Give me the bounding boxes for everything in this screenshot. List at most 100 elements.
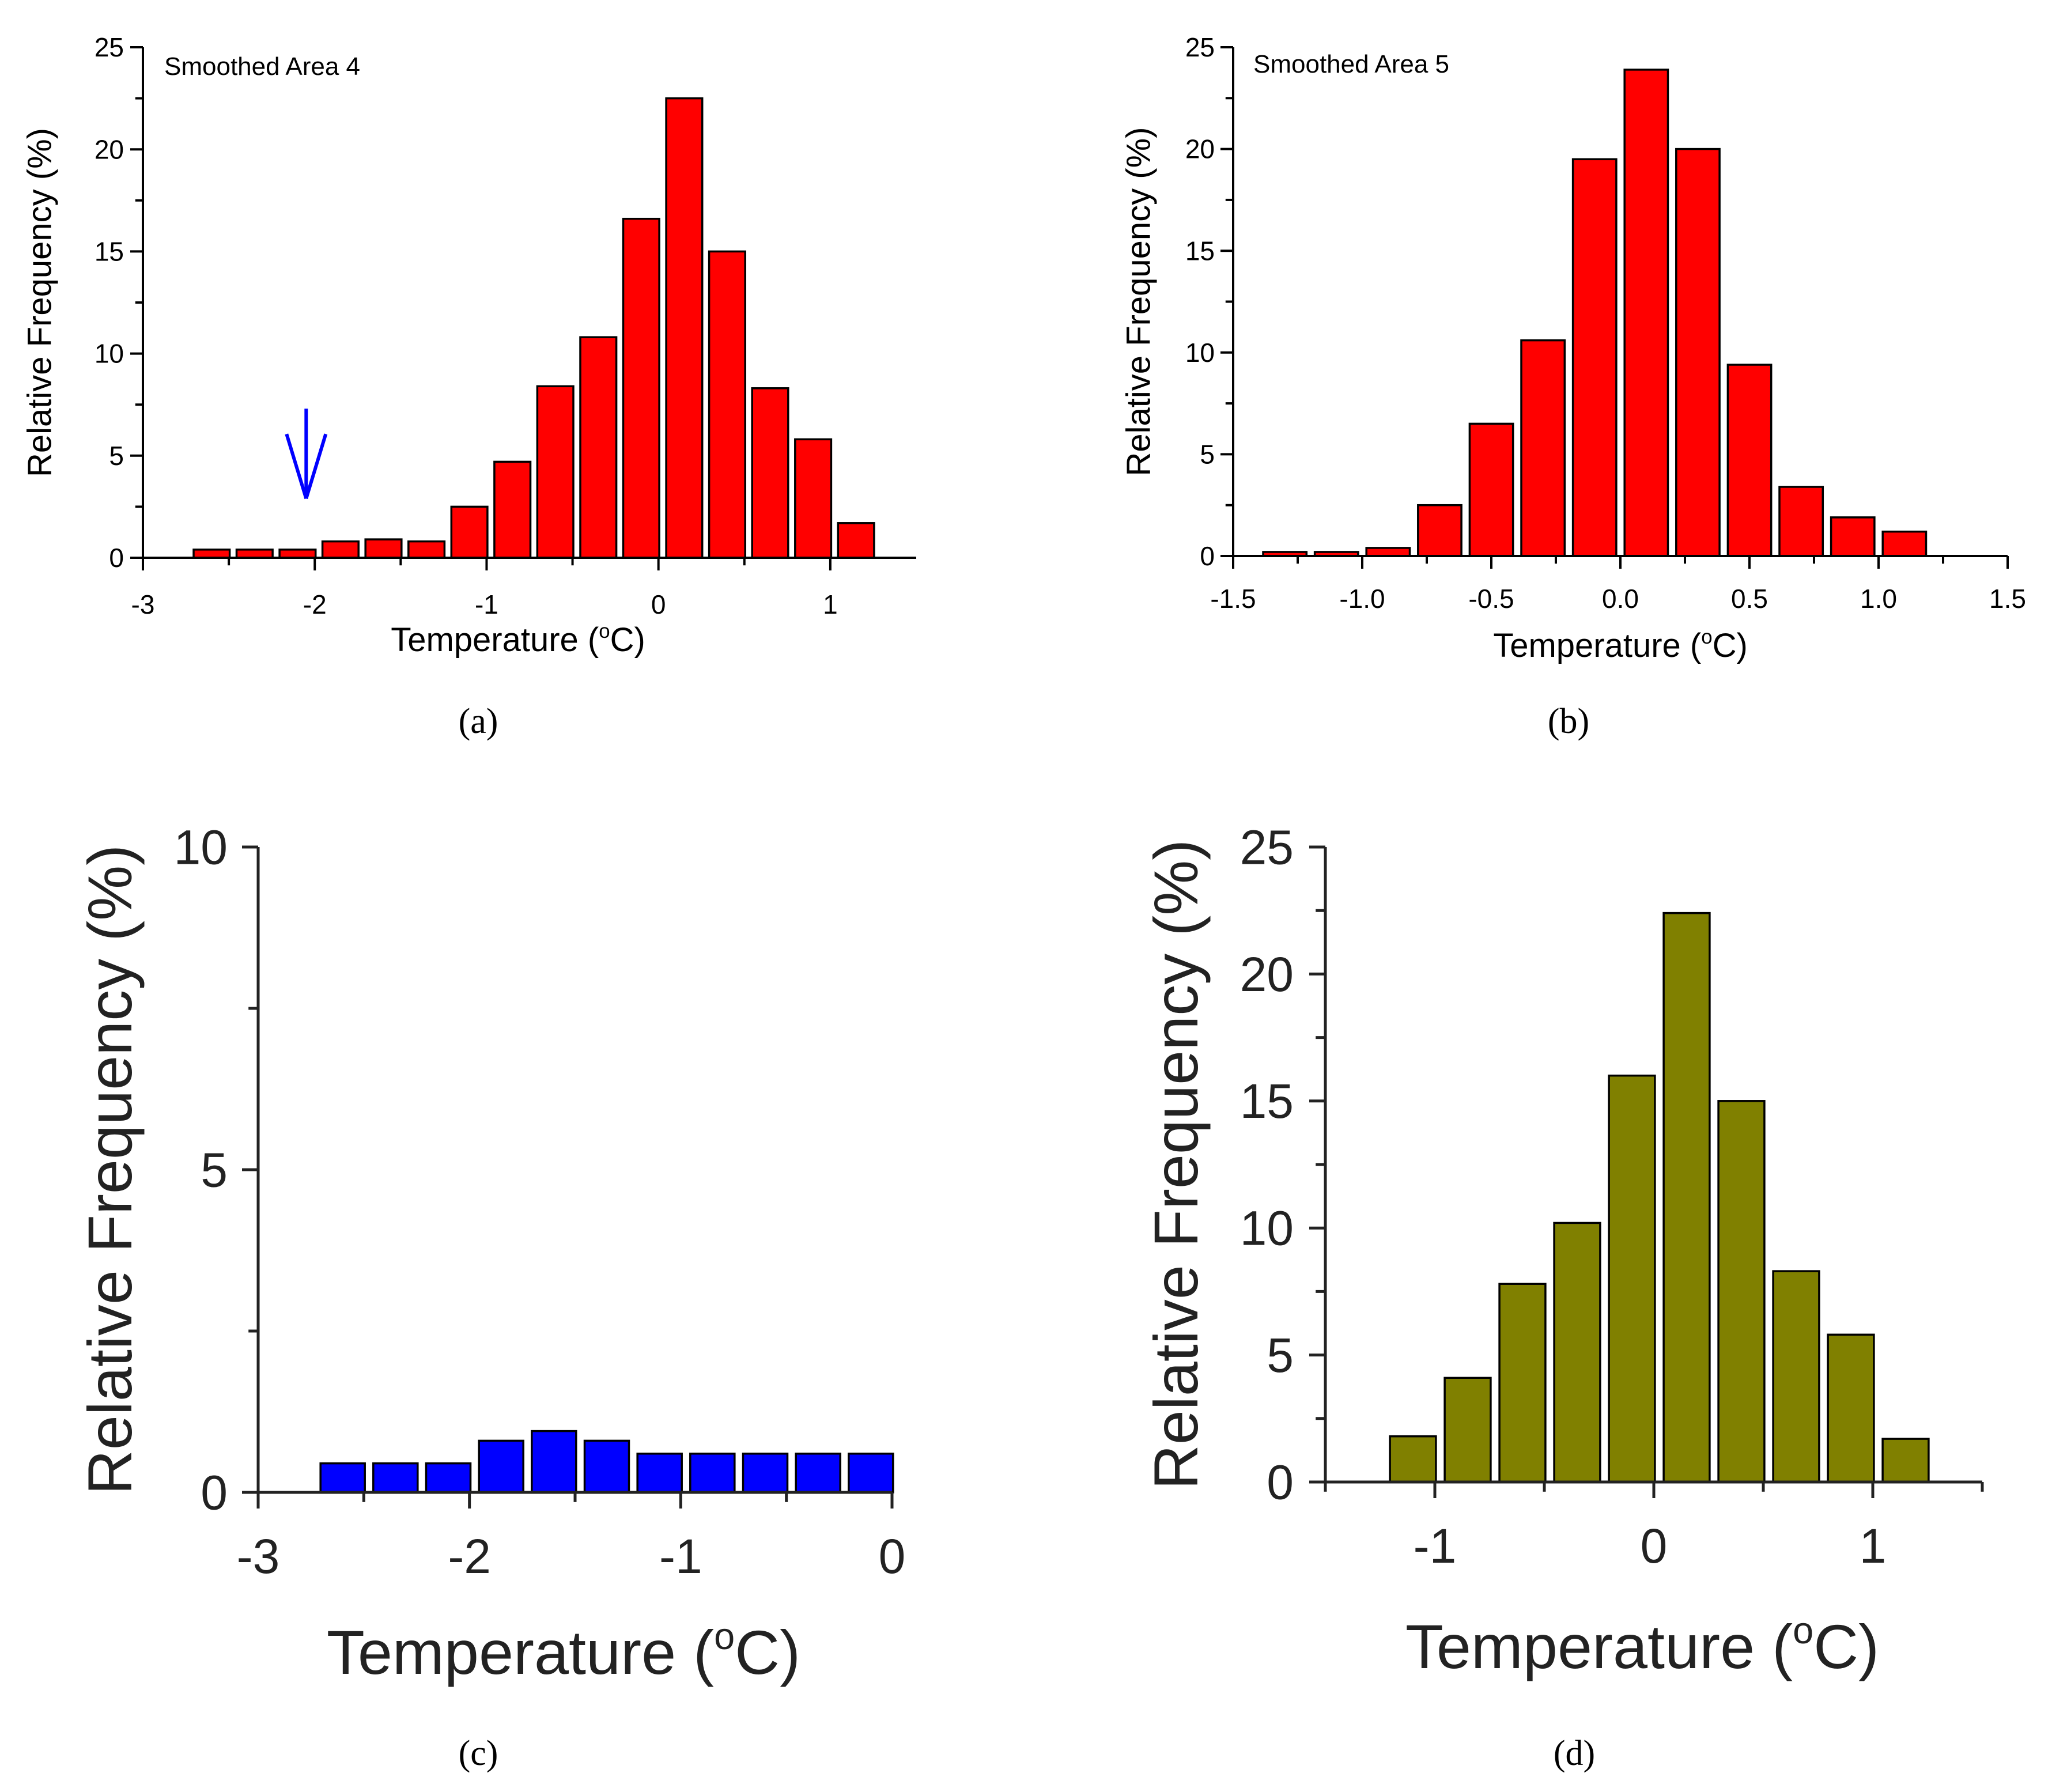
histogram-bar xyxy=(278,549,317,559)
x-tick-label: -1 xyxy=(1414,1519,1457,1573)
histogram-bar xyxy=(1417,504,1463,557)
y-tick-label: 5 xyxy=(201,1143,228,1197)
histogram-bar xyxy=(689,1453,736,1494)
histogram-bar xyxy=(1827,1333,1875,1483)
histogram-bar xyxy=(1468,422,1514,557)
histogram-bar xyxy=(1881,1438,1930,1483)
x-axis-label-unit: C) xyxy=(1713,627,1748,664)
panel-caption: (c) xyxy=(459,1734,498,1773)
histogram-bar xyxy=(192,549,231,559)
x-axis-label-text: Temperature ( xyxy=(391,621,599,659)
y-tick-label: 5 xyxy=(1267,1328,1294,1382)
histogram-bar xyxy=(425,1462,472,1494)
x-tick-label: 1 xyxy=(1860,1519,1887,1573)
histogram-bar xyxy=(1772,1270,1820,1483)
histogram-bar xyxy=(235,549,274,559)
histogram-bar xyxy=(1675,148,1721,557)
y-tick-label: 10 xyxy=(174,820,228,874)
histogram-bar xyxy=(1498,1283,1547,1483)
chart-panel-c: -3 -2 -1 0 0 5 10 Temperature (oC) Relative Freq… xyxy=(75,820,906,1773)
x-tick-label: -0.5 xyxy=(1468,584,1514,614)
chart-panel-b: -1.5 -1.0 -0.5 0.0 0.5 1.0 1.5 0 5 10 15 20 25 Temper… xyxy=(1120,32,2026,741)
histogram-bar xyxy=(742,1453,789,1494)
histogram-bar xyxy=(364,538,403,559)
y-tick-label: 15 xyxy=(1240,1074,1294,1128)
x-axis-label-text: Temperature ( xyxy=(1405,1612,1793,1681)
histogram-bar xyxy=(372,1462,419,1494)
histogram-bar xyxy=(708,250,746,559)
histogram-bar xyxy=(1662,912,1711,1483)
histogram-bar xyxy=(837,522,875,559)
degree-superscript: o xyxy=(714,1615,735,1657)
y-tick-label: 10 xyxy=(1240,1201,1294,1256)
histogram-bar xyxy=(407,540,446,559)
y-tick-label: 20 xyxy=(95,134,124,164)
histogram-bar xyxy=(1830,516,1876,557)
y-tick-label: 25 xyxy=(1240,820,1294,874)
y-tick-label: 20 xyxy=(1240,947,1294,1001)
x-axis-label-unit: C) xyxy=(1813,1612,1879,1681)
histogram-bar xyxy=(478,1439,524,1494)
x-tick-label: 1 xyxy=(823,589,838,619)
histogram-bar xyxy=(493,460,532,559)
histogram-bar xyxy=(794,438,833,559)
panel-caption: (d) xyxy=(1554,1734,1595,1773)
degree-superscript: o xyxy=(599,620,610,642)
y-tick-label: 5 xyxy=(109,441,124,471)
histogram-bar xyxy=(636,1453,683,1494)
y-axis-label: Relative Frequency (%) xyxy=(1120,127,1157,477)
y-tick-label: 25 xyxy=(1185,32,1215,62)
arrow-head-right xyxy=(304,433,328,500)
histogram-bar xyxy=(1520,339,1566,557)
histogram-bar xyxy=(848,1453,894,1494)
histogram-bar xyxy=(1553,1222,1601,1483)
arrow-head-left xyxy=(285,433,308,500)
histogram-bar xyxy=(1365,547,1411,557)
histogram-bar xyxy=(1443,1377,1492,1483)
x-tick-label: 0.5 xyxy=(1731,584,1768,614)
histogram-bar xyxy=(536,385,575,559)
panel-annotation: Smoothed Area 4 xyxy=(164,52,360,81)
x-tick-label: 1.5 xyxy=(1989,584,2026,614)
x-axis-label-unit: C) xyxy=(735,1617,800,1687)
histogram-bar xyxy=(1389,1435,1437,1483)
x-tick-label: 0 xyxy=(1641,1519,1668,1573)
histogram-bar xyxy=(319,1462,366,1494)
y-tick-label: 5 xyxy=(1200,440,1215,470)
degree-superscript: o xyxy=(1793,1609,1813,1651)
x-axis-label: Temperature (oC) xyxy=(391,620,645,659)
x-axis-label-unit: C) xyxy=(610,621,645,659)
panel-caption: (b) xyxy=(1548,702,1589,741)
histogram-bar xyxy=(579,336,618,559)
x-tick-label: -1 xyxy=(475,589,498,619)
y-tick-label: 15 xyxy=(1185,236,1215,266)
histogram-bar xyxy=(583,1439,630,1494)
x-axis-label-text: Temperature ( xyxy=(1493,627,1701,664)
histogram-bar xyxy=(1608,1074,1656,1483)
x-tick-label: -2 xyxy=(303,589,327,619)
y-tick-label: 25 xyxy=(95,32,124,62)
histogram-bar xyxy=(622,217,660,559)
x-tick-label: 1.0 xyxy=(1860,584,1897,614)
histogram-bar xyxy=(450,505,489,559)
x-tick-label: -1 xyxy=(659,1529,702,1583)
y-tick-label: 10 xyxy=(1185,338,1215,368)
x-tick-label: -1.5 xyxy=(1210,584,1256,614)
histogram-bar xyxy=(1881,530,1928,557)
histogram-bar xyxy=(1726,364,1773,557)
histogram-bar xyxy=(1623,69,1669,557)
y-tick-label: 0 xyxy=(109,543,124,573)
y-tick-label: 0 xyxy=(201,1465,228,1519)
y-tick-label: 0 xyxy=(1200,541,1215,571)
x-axis-label: Temperature (oC) xyxy=(1493,626,1748,664)
degree-superscript: o xyxy=(1701,626,1712,648)
histogram-bar xyxy=(1778,486,1824,557)
panel-annotation: Smoothed Area 5 xyxy=(1253,50,1449,78)
histogram-bar xyxy=(751,387,789,559)
y-tick-label: 20 xyxy=(1185,134,1215,164)
y-axis-label: Relative Frequency (%) xyxy=(21,128,58,477)
panel-caption: (a) xyxy=(459,702,498,741)
